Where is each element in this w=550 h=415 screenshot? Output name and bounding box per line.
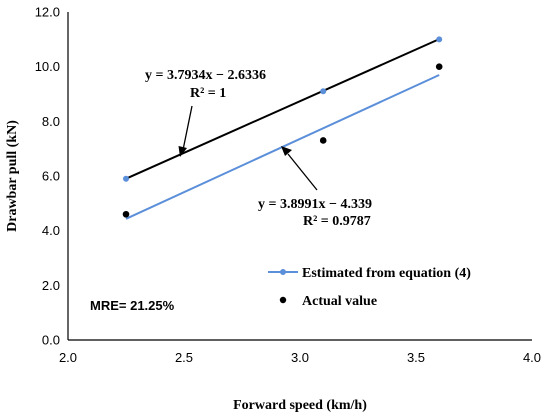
estimated-point: [436, 36, 443, 43]
x-tick-label: 3.5: [407, 350, 425, 365]
arrow-blue-head: [281, 146, 292, 156]
x-axis-title: Forward speed (km/h): [233, 398, 367, 413]
y-tick-label: 6.0: [42, 169, 60, 184]
equation-blue-line1: y = 3.8991x − 4.339: [258, 197, 372, 212]
arrow-black-head: [178, 146, 187, 157]
trendline-0: [125, 38, 440, 180]
y-tick-label: 0.0: [42, 333, 60, 348]
estimated-point: [123, 175, 129, 182]
y-tick-label: 8.0: [42, 114, 60, 129]
x-tick-label: 4.0: [523, 350, 541, 365]
equation-blue-line2: R² = 0.9787: [303, 214, 371, 229]
equation-black-line1: y = 3.7934x − 2.6336: [145, 68, 266, 83]
x-tick-label: 2.5: [175, 350, 193, 365]
legend-estimated-marker: [280, 269, 286, 275]
y-tick-label: 4.0: [42, 223, 60, 238]
x-tick-label: 3.0: [291, 350, 309, 365]
y-tick-label: 10.0: [35, 59, 60, 74]
equation-black-line2: R² = 1: [190, 86, 226, 101]
legend-actual-marker: [279, 296, 287, 304]
series-points: [122, 36, 443, 218]
actual-point: [435, 63, 443, 70]
actual-point: [319, 137, 327, 144]
trendlines: [125, 38, 440, 220]
legend-estimated-label: Estimated from equation (4): [302, 266, 471, 281]
y-tick-label: 12.0: [35, 5, 60, 20]
x-tick-label: 2.0: [59, 350, 77, 365]
legend: Estimated from equation (4) Actual value: [268, 266, 471, 309]
y-axis-title: Drawbar pull (kN): [5, 120, 20, 232]
arrow-black-shaft: [182, 105, 193, 151]
mre-label: MRE= 21.25%: [90, 298, 175, 313]
legend-actual-label: Actual value: [302, 294, 377, 309]
estimated-point: [320, 88, 327, 95]
actual-point: [122, 210, 130, 218]
axes: [67, 12, 532, 341]
tick-labels: 0.0 2.0 4.0 6.0 8.0 10.0 12.0 2.0 2.5 3.0 3.5 4.0: [35, 5, 541, 366]
arrow-blue-shaft: [287, 153, 318, 191]
y-tick-label: 2.0: [42, 278, 60, 293]
